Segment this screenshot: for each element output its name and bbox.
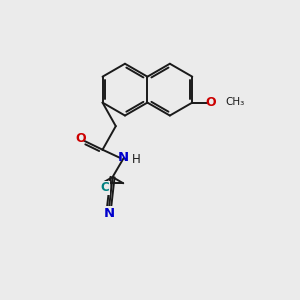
Text: O: O bbox=[75, 132, 86, 145]
Text: C: C bbox=[100, 182, 109, 194]
Text: CH₃: CH₃ bbox=[225, 97, 244, 107]
Text: N: N bbox=[118, 152, 129, 164]
Text: N: N bbox=[103, 207, 115, 220]
Text: O: O bbox=[205, 96, 216, 109]
Text: H: H bbox=[132, 153, 140, 166]
